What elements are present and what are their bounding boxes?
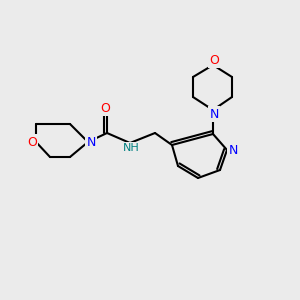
Text: O: O <box>209 53 219 67</box>
Text: NH: NH <box>123 143 140 153</box>
Text: N: N <box>228 143 238 157</box>
Text: N: N <box>86 136 96 148</box>
Text: O: O <box>27 136 37 148</box>
Text: O: O <box>100 101 110 115</box>
Text: N: N <box>209 107 219 121</box>
